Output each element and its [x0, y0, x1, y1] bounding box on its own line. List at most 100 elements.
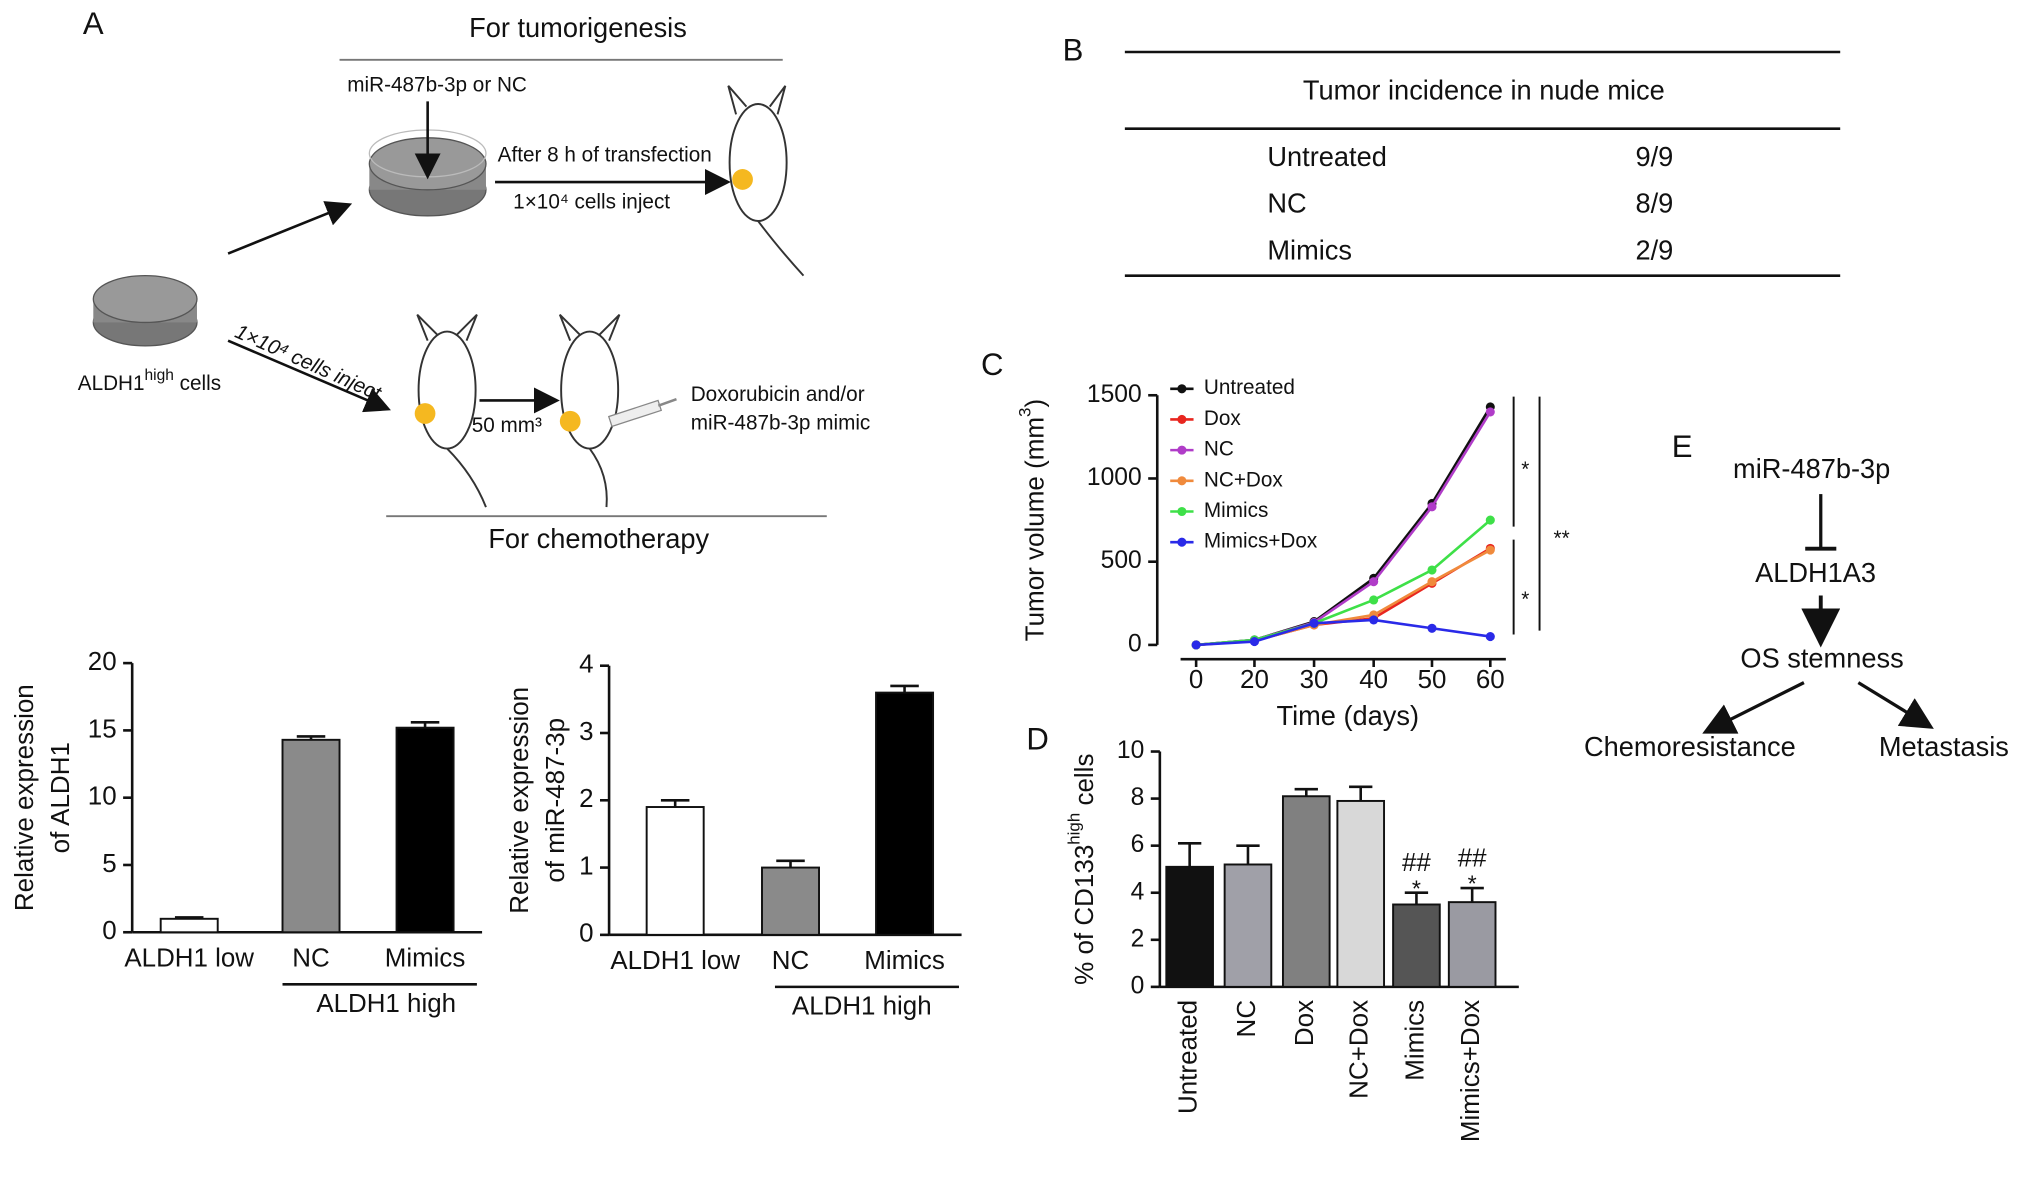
x-tick-label: ALDH1 low	[124, 942, 254, 972]
chart: 0 5 10 15 20 Relative expression of ALDH1 ALDH1…	[9, 646, 483, 1018]
chart: 0 500 1000 1500 Tumor volume (mm3) 0 20 30 40 50 6…	[1016, 376, 1570, 731]
y-tick-label: 15	[88, 713, 117, 743]
y-axis-label: of ALDH1	[45, 742, 75, 853]
legend-marker	[1177, 476, 1187, 486]
y-tick-label: 1000	[1087, 464, 1142, 491]
point	[1369, 615, 1379, 625]
x-tick-label: Mimics	[864, 945, 945, 975]
series-line	[1196, 411, 1492, 647]
y-tick-label: 10	[1117, 737, 1144, 764]
point	[1309, 618, 1319, 628]
bar	[1281, 795, 1331, 988]
y-axis-label: of miR-487-3p	[540, 718, 570, 883]
label: high	[145, 367, 174, 384]
label: miR-487b-3p mimic	[691, 411, 871, 434]
x-axis-label: Time (days)	[1276, 700, 1419, 731]
bar	[1392, 903, 1441, 988]
y-tick-label: 0	[579, 918, 593, 948]
label: miR-487b-3p or NC	[347, 73, 527, 96]
label-sup: 3	[1016, 408, 1035, 417]
table-cell: 2/9	[1635, 234, 1673, 265]
x-tick-label: NC+Dox	[1344, 1000, 1374, 1099]
x-tick-label: NC	[292, 942, 329, 972]
bar	[875, 691, 935, 936]
legend-label: NC+Dox	[1204, 468, 1283, 491]
point	[1485, 632, 1495, 642]
label: ALDH1high cells	[78, 367, 221, 396]
y-axis-label: Tumor volume (mm3)	[1016, 399, 1050, 641]
panel-letter: C	[981, 347, 1003, 382]
chart: 0 1 2 3 4 Relative expression of miR-487-3p ALD…	[504, 649, 962, 1021]
legend-marker	[1177, 445, 1187, 455]
y-tick-label: 0	[1131, 972, 1145, 999]
node: Metastasis	[1879, 731, 2009, 762]
y-tick-label: 4	[1131, 878, 1145, 905]
y-tick-label: 2	[579, 783, 593, 813]
node: OS stemness	[1740, 643, 1903, 674]
y-axis-label: Relative expression	[504, 687, 534, 914]
label-part: cells	[1069, 754, 1099, 813]
legend-marker	[1177, 414, 1187, 425]
x-tick-label: 50	[1418, 664, 1447, 694]
bar	[159, 917, 219, 934]
y-tick-label: 0	[1128, 630, 1142, 657]
bar	[761, 866, 820, 936]
y-tick-label: 2	[1131, 925, 1145, 952]
legend-label: Mimics	[1204, 499, 1268, 522]
label: 50 mm³	[472, 414, 542, 437]
x-tick-label: NC	[1231, 1000, 1261, 1038]
y-tick-label: 4	[579, 649, 593, 679]
point	[1485, 407, 1495, 417]
annotation: *	[1521, 588, 1529, 611]
series-line	[1196, 519, 1492, 647]
y-axis-label: Relative expression	[9, 684, 39, 911]
bar	[395, 726, 455, 934]
annotation: ##	[1402, 847, 1431, 877]
x-tick-label: Mimics	[1399, 1000, 1429, 1081]
series-line	[1196, 406, 1492, 647]
label: cells	[174, 372, 221, 395]
table-cell: Mimics	[1267, 234, 1352, 265]
y-tick-label: 1500	[1087, 381, 1142, 408]
node: ALDH1A3	[1755, 557, 1876, 588]
annotation: *	[1412, 875, 1421, 901]
panel-letter: B	[1063, 32, 1084, 67]
legend-label: Mimics+Dox	[1204, 530, 1318, 553]
label: ALDH1	[78, 372, 145, 395]
node: miR-487b-3p	[1733, 453, 1890, 484]
bar	[1223, 863, 1273, 988]
group-label: ALDH1 high	[792, 991, 932, 1021]
y-tick-label: 6	[1131, 831, 1145, 858]
legend-marker	[1177, 384, 1187, 394]
y-tick-label: 5	[102, 848, 116, 878]
point	[1191, 640, 1201, 650]
bar	[281, 738, 341, 934]
y-tick-label: 0	[102, 915, 116, 945]
x-tick-label: Mimics+Dox	[1455, 1000, 1485, 1142]
panel-letters: A B C D E	[83, 6, 1693, 756]
table-b: Tumor incidence in nude mice Untreated 9/…	[1124, 50, 1841, 277]
label-part: )	[1020, 399, 1050, 408]
bar	[1165, 865, 1214, 988]
point	[1427, 502, 1437, 512]
y-tick-label: 1	[579, 850, 593, 880]
chart: 0 2 4 6 8 10 % of CD133high cells Untreated NC Do…	[1065, 737, 1519, 1142]
y-tick-label: 20	[88, 646, 117, 676]
table-cell: 8/9	[1635, 188, 1673, 219]
label: Doxorubicin and/or	[691, 383, 865, 406]
panel-letter: A	[83, 6, 104, 41]
title: For tumorigenesis	[469, 12, 687, 43]
bar	[1447, 901, 1497, 988]
y-tick-label: 3	[579, 716, 593, 746]
legend-marker	[1177, 537, 1187, 547]
point	[1427, 577, 1437, 587]
legend-label: Dox	[1204, 407, 1241, 430]
point	[1427, 623, 1437, 633]
x-tick-label: 60	[1476, 664, 1505, 694]
label-sup: high	[1065, 813, 1084, 845]
series-line	[1196, 618, 1491, 647]
point	[1427, 565, 1437, 575]
x-tick-label: NC	[772, 945, 809, 975]
x-tick-label: 30	[1300, 664, 1329, 694]
